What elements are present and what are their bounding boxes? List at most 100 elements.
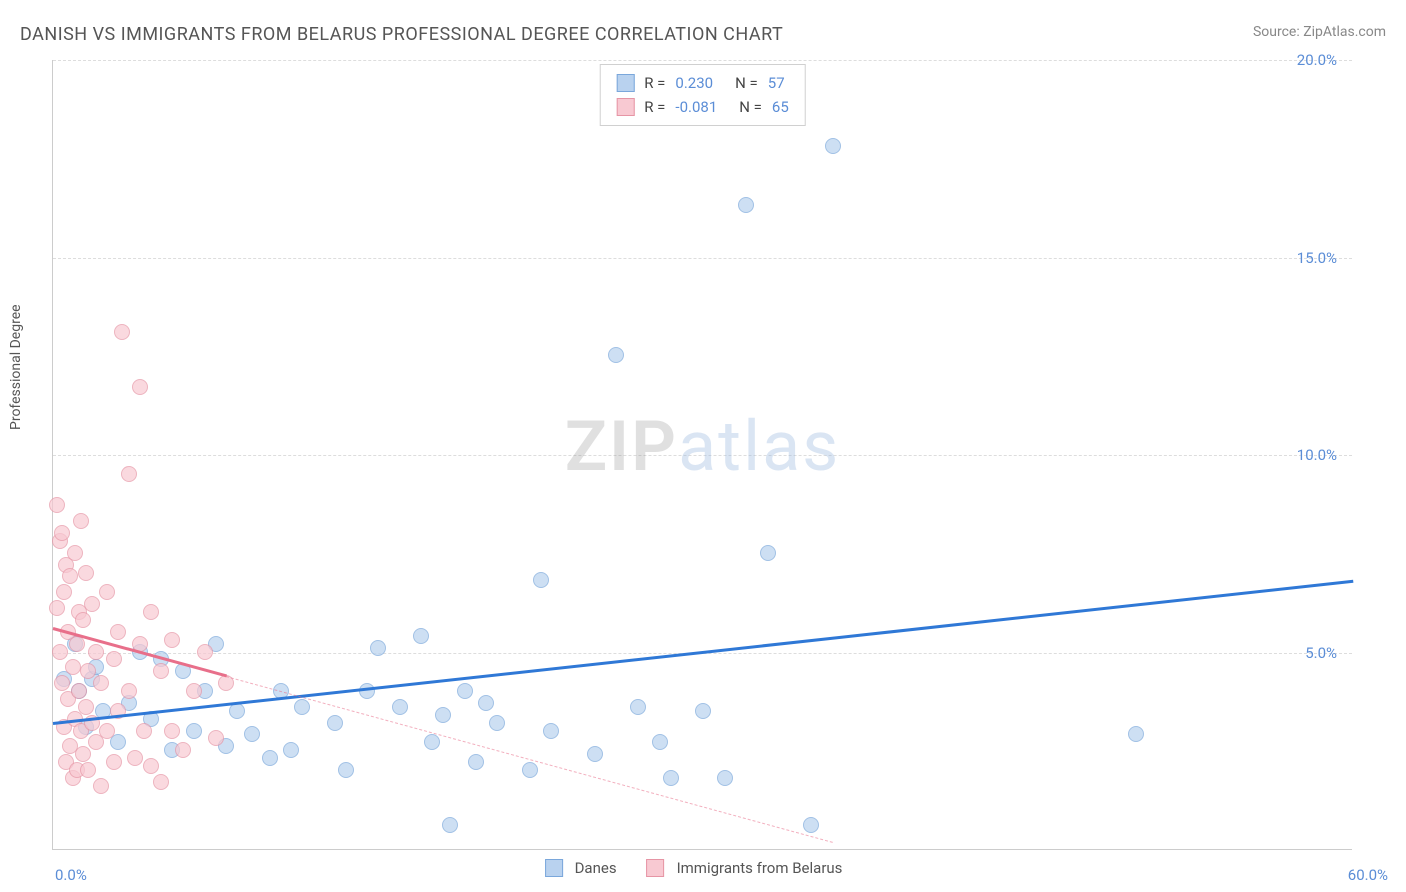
legend-label: Danes	[575, 859, 617, 877]
scatter-point	[803, 817, 819, 833]
scatter-point	[132, 379, 148, 395]
scatter-point	[75, 746, 91, 762]
scatter-point	[164, 723, 180, 739]
legend-n-value-danes: 57	[768, 71, 785, 95]
scatter-point	[424, 734, 440, 750]
scatter-point	[49, 600, 65, 616]
scatter-point	[533, 572, 549, 588]
scatter-point	[78, 565, 94, 581]
gridline	[53, 60, 1352, 61]
scatter-point	[442, 817, 458, 833]
scatter-point	[208, 730, 224, 746]
scatter-point	[78, 699, 94, 715]
chart-title: DANISH VS IMMIGRANTS FROM BELARUS PROFES…	[20, 24, 783, 45]
legend-swatch	[647, 859, 665, 877]
scatter-point	[106, 651, 122, 667]
scatter-point	[186, 683, 202, 699]
scatter-point	[127, 750, 143, 766]
legend-swatch-belarus	[616, 98, 634, 116]
watermark: ZIPatlas	[565, 405, 841, 487]
scatter-point	[49, 497, 65, 513]
scatter-point	[478, 695, 494, 711]
scatter-point	[93, 675, 109, 691]
scatter-point	[489, 715, 505, 731]
legend-r-label: R =	[644, 71, 665, 95]
scatter-point	[143, 758, 159, 774]
scatter-point	[71, 683, 87, 699]
scatter-point	[457, 683, 473, 699]
scatter-point	[99, 584, 115, 600]
scatter-point	[56, 584, 72, 600]
scatter-point	[244, 726, 260, 742]
legend-n-value-belarus: 65	[772, 95, 789, 119]
scatter-point	[67, 545, 83, 561]
scatter-point	[80, 663, 96, 679]
legend-series: Danes Immigrants from Belarus	[545, 859, 861, 877]
legend-row-danes: R = 0.230 N = 57	[616, 71, 789, 95]
legend-n-label: N =	[739, 95, 762, 119]
scatter-point	[435, 707, 451, 723]
legend-row-belarus: R = -0.081 N = 65	[616, 95, 789, 119]
legend-swatch-danes	[616, 74, 634, 92]
scatter-point	[197, 644, 213, 660]
scatter-point	[825, 138, 841, 154]
scatter-point	[65, 659, 81, 675]
y-tick-label: 15.0%	[1297, 249, 1337, 267]
scatter-point	[262, 750, 278, 766]
scatter-point	[175, 742, 191, 758]
legend-r-value-belarus: -0.081	[675, 95, 717, 119]
scatter-point	[110, 734, 126, 750]
scatter-point	[392, 699, 408, 715]
scatter-point	[630, 699, 646, 715]
scatter-point	[88, 644, 104, 660]
scatter-point	[62, 568, 78, 584]
scatter-point	[413, 628, 429, 644]
scatter-point	[121, 466, 137, 482]
legend-n-label: N =	[735, 71, 758, 95]
legend-swatch	[545, 859, 563, 877]
scatter-point	[143, 604, 159, 620]
y-tick-label: 20.0%	[1297, 51, 1337, 69]
scatter-point	[587, 746, 603, 762]
scatter-point	[106, 754, 122, 770]
scatter-point	[99, 723, 115, 739]
gridline	[53, 258, 1352, 259]
legend-r-label: R =	[644, 95, 665, 119]
watermark-atlas: atlas	[678, 405, 840, 487]
scatter-point	[54, 675, 70, 691]
source-label: Source: ZipAtlas.com	[1253, 24, 1386, 40]
plot-area: ZIPatlas R = 0.230 N = 57 R = -0.081 N =…	[52, 60, 1352, 850]
scatter-point	[327, 715, 343, 731]
y-tick-label: 10.0%	[1297, 446, 1337, 464]
scatter-point	[717, 770, 733, 786]
scatter-point	[608, 347, 624, 363]
scatter-point	[54, 525, 70, 541]
trend-line	[226, 676, 833, 843]
scatter-point	[93, 778, 109, 794]
scatter-point	[738, 197, 754, 213]
scatter-point	[80, 762, 96, 778]
scatter-point	[164, 632, 180, 648]
scatter-point	[1128, 726, 1144, 742]
legend-label: Immigrants from Belarus	[677, 859, 843, 877]
scatter-point	[294, 699, 310, 715]
scatter-point	[522, 762, 538, 778]
y-axis-label: Professional Degree	[8, 304, 24, 430]
scatter-point	[695, 703, 711, 719]
scatter-point	[370, 640, 386, 656]
scatter-point	[543, 723, 559, 739]
scatter-point	[84, 596, 100, 612]
scatter-point	[652, 734, 668, 750]
watermark-zip: ZIP	[565, 405, 678, 487]
x-tick-max: 60.0%	[1348, 866, 1388, 884]
scatter-point	[186, 723, 202, 739]
scatter-point	[338, 762, 354, 778]
scatter-point	[110, 624, 126, 640]
scatter-point	[52, 644, 68, 660]
legend-r-value-danes: 0.230	[675, 71, 713, 95]
scatter-point	[760, 545, 776, 561]
scatter-point	[663, 770, 679, 786]
x-tick-min: 0.0%	[55, 866, 87, 884]
scatter-point	[468, 754, 484, 770]
scatter-point	[153, 774, 169, 790]
